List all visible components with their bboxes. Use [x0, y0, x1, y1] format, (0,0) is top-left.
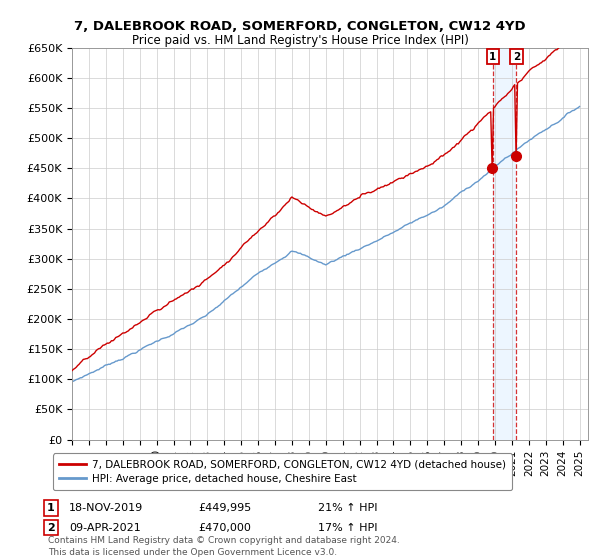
Text: £470,000: £470,000 — [198, 522, 251, 533]
Text: 1: 1 — [47, 503, 55, 513]
Text: 21% ↑ HPI: 21% ↑ HPI — [318, 503, 377, 513]
Text: 18-NOV-2019: 18-NOV-2019 — [69, 503, 143, 513]
Text: 2: 2 — [513, 52, 520, 62]
Text: 1: 1 — [489, 52, 497, 62]
Text: 09-APR-2021: 09-APR-2021 — [69, 522, 141, 533]
Text: Price paid vs. HM Land Registry's House Price Index (HPI): Price paid vs. HM Land Registry's House … — [131, 34, 469, 46]
Text: Contains HM Land Registry data © Crown copyright and database right 2024.
This d: Contains HM Land Registry data © Crown c… — [48, 536, 400, 557]
Text: 2: 2 — [47, 522, 55, 533]
Legend: 7, DALEBROOK ROAD, SOMERFORD, CONGLETON, CW12 4YD (detached house), HPI: Average: 7, DALEBROOK ROAD, SOMERFORD, CONGLETON,… — [53, 454, 512, 490]
Bar — [493, 48, 517, 440]
Text: 7, DALEBROOK ROAD, SOMERFORD, CONGLETON, CW12 4YD: 7, DALEBROOK ROAD, SOMERFORD, CONGLETON,… — [74, 20, 526, 32]
Text: 17% ↑ HPI: 17% ↑ HPI — [318, 522, 377, 533]
Text: £449,995: £449,995 — [198, 503, 251, 513]
